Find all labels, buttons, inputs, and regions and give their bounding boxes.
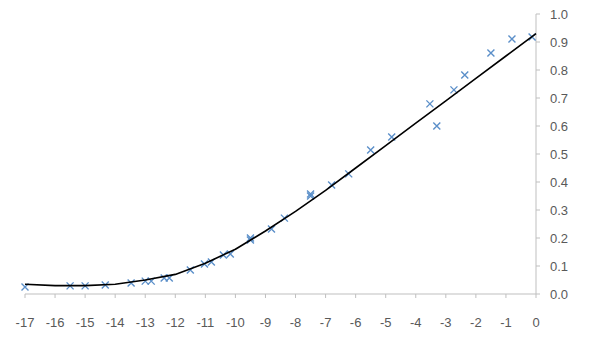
x-tick	[415, 294, 416, 298]
x-tick-label: -5	[380, 315, 392, 330]
x-tick	[385, 294, 386, 298]
chart: -17-16-15-14-13-12-11-10-9-8-7-6-5-4-3-2…	[0, 0, 600, 338]
x-tick	[25, 294, 26, 298]
x-tick-label: -13	[136, 315, 155, 330]
point	[487, 49, 494, 56]
point	[426, 100, 433, 107]
y-tick	[536, 238, 540, 239]
point	[461, 72, 468, 79]
y-tick	[536, 182, 540, 183]
x-tick	[55, 294, 56, 298]
x-tick-label: -7	[320, 315, 332, 330]
x-tick	[325, 294, 326, 298]
y-tick	[536, 154, 540, 155]
x-tick	[175, 294, 176, 298]
point	[307, 191, 314, 198]
y-tick-label: 1.0	[550, 7, 568, 22]
x-tick	[235, 294, 236, 298]
x-tick-label: -16	[46, 315, 65, 330]
x-tick	[475, 294, 476, 298]
x-tick-label: -12	[166, 315, 185, 330]
y-tick	[536, 126, 540, 127]
y-tick-label: 0.4	[550, 175, 568, 190]
y-tick-label: 0.8	[550, 63, 568, 78]
x-tick	[115, 294, 116, 298]
y-tick	[536, 14, 540, 15]
x-tick	[205, 294, 206, 298]
x-tick-label: 0	[532, 315, 539, 330]
x-tick-label: -1	[500, 315, 512, 330]
y-tick	[536, 98, 540, 99]
x-axis-line	[25, 294, 536, 295]
x-tick-label: -2	[470, 315, 482, 330]
x-tick	[85, 294, 86, 298]
x-tick-label: -4	[410, 315, 422, 330]
y-tick	[536, 210, 540, 211]
y-tick	[536, 294, 540, 295]
x-tick	[445, 294, 446, 298]
y-tick-label: 0.3	[550, 203, 568, 218]
y-tick-label: 0.2	[550, 231, 568, 246]
point	[508, 35, 515, 42]
point	[367, 147, 374, 154]
x-tick-label: -14	[106, 315, 125, 330]
x-tick-label: -10	[226, 315, 245, 330]
y-tick-label: 0.6	[550, 119, 568, 134]
y-tick-label: 0.7	[550, 91, 568, 106]
point	[433, 123, 440, 130]
x-tick-label: -9	[260, 315, 272, 330]
y-tick-label: 0.1	[550, 259, 568, 274]
x-tick-label: -8	[290, 315, 302, 330]
fit-line	[25, 34, 536, 286]
y-tick-label: 0.0	[550, 287, 568, 302]
x-tick	[536, 294, 537, 298]
x-tick-label: -3	[440, 315, 452, 330]
y-tick	[536, 42, 540, 43]
x-tick-label: -11	[196, 315, 214, 330]
x-tick-label: -6	[350, 315, 362, 330]
y-tick-label: 0.5	[550, 147, 568, 162]
x-tick	[295, 294, 296, 298]
x-tick	[145, 294, 146, 298]
y-tick-label: 0.9	[550, 35, 568, 50]
y-tick	[536, 266, 540, 267]
x-tick-label: -17	[16, 315, 35, 330]
x-tick	[505, 294, 506, 298]
x-tick	[265, 294, 266, 298]
x-tick-label: -15	[76, 315, 95, 330]
x-tick	[355, 294, 356, 298]
y-tick	[536, 70, 540, 71]
plot-area	[22, 33, 537, 290]
